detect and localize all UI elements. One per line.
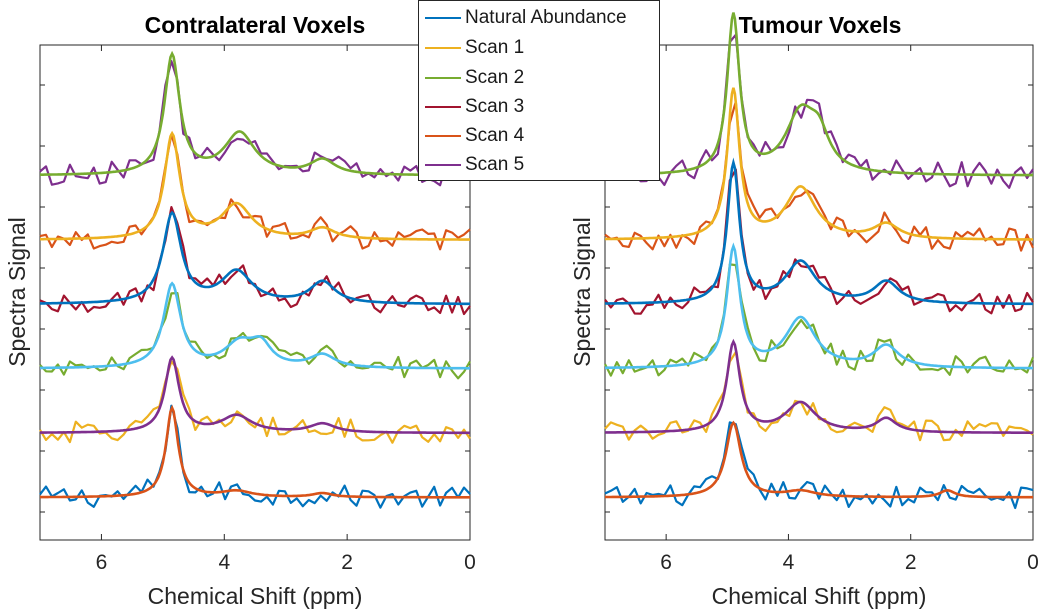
left-fit-line <box>40 355 470 435</box>
right-fit-line <box>605 157 1033 306</box>
left-series-line <box>39 360 471 444</box>
legend-item-scan-5: Scan 5 <box>419 150 659 179</box>
left-x-ticks: 6 4 2 0 <box>40 45 476 574</box>
right-x-tick-label: 2 <box>905 551 917 574</box>
right-chart-title: Tumour Voxels <box>739 12 902 38</box>
right-x-tick-label: 0 <box>1027 551 1039 574</box>
legend-swatch <box>425 164 461 166</box>
left-chart-title: Contralateral Voxels <box>145 12 366 38</box>
legend-item-scan-3: Scan 3 <box>419 92 659 121</box>
left-series-line <box>39 206 471 316</box>
left-series-group <box>39 50 471 509</box>
left-fit-line <box>40 404 470 499</box>
right-x-axis-label: Chemical Shift (ppm) <box>712 583 927 609</box>
legend-label: Scan 4 <box>465 125 525 146</box>
legend: Natural Abundance Scan 1 Scan 2 Scan 3 S… <box>418 0 660 181</box>
legend-label: Scan 1 <box>465 37 525 58</box>
left-series-line <box>39 60 471 187</box>
left-x-tick-label: 6 <box>96 551 108 574</box>
right-plot-area <box>604 44 1034 541</box>
right-series-line <box>604 351 1034 442</box>
right-fit-line <box>604 87 1033 241</box>
right-x-tick-label: 6 <box>660 551 672 574</box>
legend-item-scan-4: Scan 4 <box>419 121 659 150</box>
left-fit-line <box>40 130 470 241</box>
right-fit-line <box>605 242 1033 370</box>
left-fit-line <box>40 50 470 177</box>
legend-swatch <box>425 135 461 137</box>
right-series-line <box>604 100 1035 252</box>
left-x-tick-label: 4 <box>218 551 230 574</box>
right-series-line <box>604 421 1034 510</box>
legend-swatch <box>425 47 461 49</box>
left-fit-line <box>40 210 470 306</box>
right-series-group <box>604 12 1035 510</box>
right-fit-line <box>604 338 1033 434</box>
legend-item-natural-abundance: Natural Abundance <box>419 3 659 32</box>
right-fit-line <box>604 12 1033 177</box>
right-fit-line <box>605 420 1033 499</box>
legend-swatch <box>425 17 461 19</box>
right-y-axis-label: Spectra Signal <box>569 217 595 367</box>
right-x-ticks: 6 4 2 0 <box>605 45 1039 574</box>
legend-label: Natural Abundance <box>465 7 627 28</box>
legend-label: Scan 3 <box>465 96 525 117</box>
left-panel: Contralateral Voxels 6 4 2 0 Chemical Shift… <box>4 12 476 609</box>
left-x-axis-label: Chemical Shift (ppm) <box>148 583 363 609</box>
left-y-axis-label: Spectra Signal <box>4 217 30 367</box>
right-series-line <box>604 168 1034 315</box>
legend-item-scan-1: Scan 1 <box>419 33 659 62</box>
legend-label: Scan 2 <box>465 67 525 88</box>
legend-swatch <box>425 77 461 79</box>
legend-swatch <box>425 106 461 108</box>
right-series-line <box>604 33 1034 189</box>
left-x-tick-label: 2 <box>341 551 353 574</box>
left-plot-area <box>39 44 471 541</box>
left-x-tick-label: 0 <box>464 551 476 574</box>
right-x-tick-label: 4 <box>783 551 795 574</box>
left-series-line <box>39 133 471 251</box>
left-fit-line <box>40 281 470 370</box>
legend-item-scan-2: Scan 2 <box>419 63 659 92</box>
legend-label: Scan 5 <box>465 154 525 175</box>
